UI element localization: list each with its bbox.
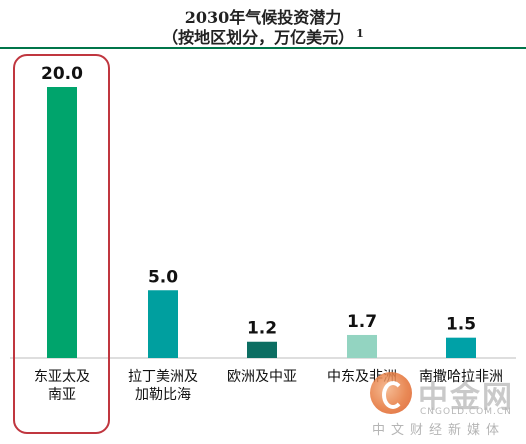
category-label-1-1: 加勒比海: [135, 387, 191, 403]
footnote-marker: 1: [356, 26, 364, 40]
category-label-1-0: 拉丁美洲及: [128, 369, 198, 385]
watermark: 中金网 CNGOLD.COM.CN 中文财经新媒体: [370, 372, 520, 438]
bar-0: [47, 87, 77, 358]
category-label-2-0: 欧洲及中亚: [227, 369, 297, 385]
bar-4: [446, 337, 476, 358]
chart-title: 2030年气候投资潜力: [184, 8, 342, 27]
chart-subtitle: （按地区划分，万亿美元） 1: [0, 24, 526, 48]
value-label-4: 1.5: [446, 315, 476, 335]
category-label-0-0: 东亚太及: [34, 369, 90, 385]
value-label-1: 5.0: [148, 267, 178, 287]
value-label-2: 1.2: [247, 319, 277, 339]
category-label-0-1: 南亚: [48, 387, 76, 403]
value-label-0: 20.0: [41, 64, 83, 84]
watermark-subtitle: 中文财经新媒体: [372, 423, 506, 438]
bar-1: [148, 290, 178, 358]
bar-3: [347, 334, 377, 358]
value-label-3: 1.7: [347, 312, 377, 332]
chart-subtitle-text: （按地区划分，万亿美元）: [162, 28, 355, 47]
bar-2: [247, 341, 277, 358]
watermark-logo-icon: [370, 372, 412, 414]
category-label-4-0: 南撒哈拉非洲: [419, 369, 503, 385]
watermark-domain: CNGOLD.COM.CN: [420, 407, 512, 417]
title-rule: [0, 47, 526, 49]
highlight-frame: [13, 54, 110, 434]
watermark-name: 中金网: [418, 380, 514, 415]
